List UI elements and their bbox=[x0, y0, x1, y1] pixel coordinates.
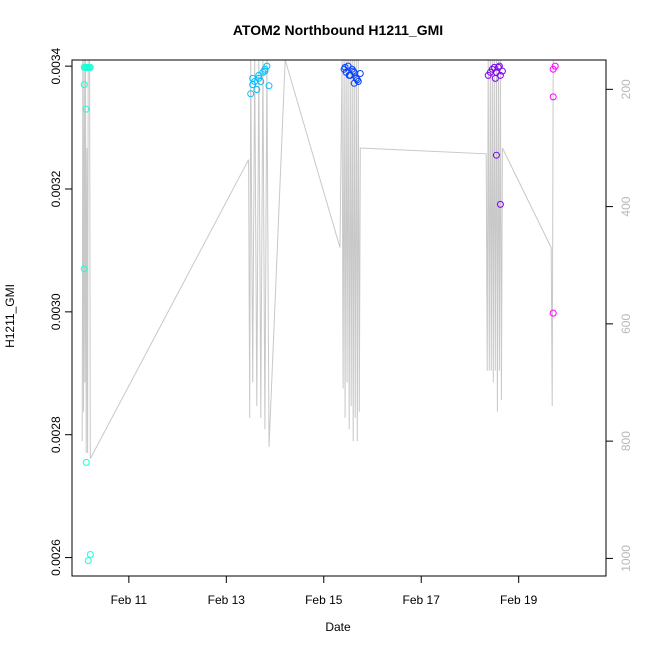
data-point bbox=[86, 551, 94, 558]
y2-tick-label: 400 bbox=[619, 196, 633, 216]
data-point bbox=[247, 90, 255, 98]
data-point bbox=[495, 62, 503, 70]
data-point bbox=[496, 71, 504, 79]
data-point bbox=[84, 557, 92, 565]
data-point bbox=[350, 79, 358, 87]
y-tick-label: 0.0030 bbox=[49, 293, 63, 330]
data-point bbox=[345, 71, 353, 79]
data-point bbox=[249, 74, 257, 82]
y2-tick-label: 600 bbox=[619, 314, 633, 334]
data-point bbox=[492, 151, 500, 159]
data-point bbox=[80, 81, 88, 89]
pressure-line-layer bbox=[81, 60, 555, 459]
data-point bbox=[261, 65, 269, 73]
data-point bbox=[496, 200, 504, 208]
plot-frame bbox=[71, 59, 607, 577]
x-tick-label: Feb 15 bbox=[305, 593, 343, 607]
y2-tick-label: 200 bbox=[619, 79, 633, 99]
data-point bbox=[80, 265, 88, 273]
y-axis: 0.0026 0.0028 0.0030 0.0032 0.0034 bbox=[49, 47, 72, 576]
y2-tick-label: 800 bbox=[619, 431, 633, 451]
data-point bbox=[82, 458, 90, 466]
x-tick-label: Feb 13 bbox=[208, 593, 246, 607]
x-tick-label: Feb 11 bbox=[111, 593, 148, 607]
data-point bbox=[349, 67, 357, 75]
data-point bbox=[341, 63, 349, 71]
y-tick-label: 0.0034 bbox=[49, 47, 63, 84]
data-point bbox=[549, 309, 557, 317]
data-point bbox=[494, 63, 502, 71]
y-axis-label: H1211_GMI bbox=[3, 284, 17, 348]
data-point bbox=[86, 63, 94, 71]
x-axis-label: Date bbox=[325, 620, 351, 634]
data-point bbox=[265, 82, 273, 90]
data-point bbox=[491, 74, 499, 82]
data-point bbox=[356, 70, 364, 77]
data-point bbox=[257, 78, 265, 85]
y2-axis: 200 400 600 800 1000 bbox=[606, 79, 633, 572]
data-point bbox=[82, 105, 90, 113]
chart-title: ATOM2 Northbound H1211_GMI bbox=[233, 22, 443, 38]
x-tick-label: Feb 19 bbox=[500, 593, 538, 607]
data-point bbox=[498, 67, 506, 75]
x-axis: Feb 11 Feb 13 Feb 15 Feb 17 Feb 19 bbox=[111, 576, 538, 607]
y-tick-label: 0.0028 bbox=[49, 416, 63, 453]
y-tick-label: 0.0026 bbox=[49, 539, 63, 576]
data-point bbox=[253, 86, 261, 93]
pressure-line bbox=[81, 60, 555, 459]
y2-tick-label: 1000 bbox=[619, 545, 633, 572]
y-tick-label: 0.0032 bbox=[49, 170, 63, 207]
points-layer bbox=[80, 62, 559, 565]
data-point bbox=[255, 71, 263, 79]
data-point bbox=[551, 62, 559, 70]
data-point bbox=[549, 93, 557, 101]
x-tick-label: Feb 17 bbox=[403, 593, 441, 607]
